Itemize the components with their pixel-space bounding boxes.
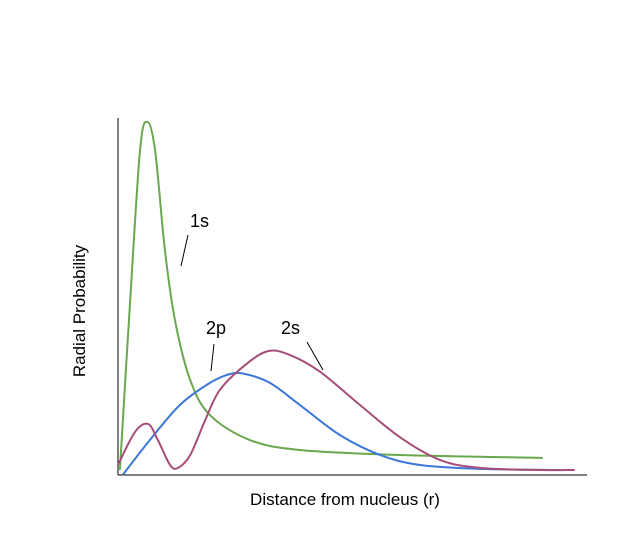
annotation-1s-pointer: [180, 234, 189, 267]
annotation-1s: 1s: [190, 211, 209, 231]
y-axis-label: Radial Probability: [70, 244, 89, 377]
x-axis-label: Distance from nucleus (r): [250, 490, 440, 509]
series-line-1s: [118, 120, 543, 471]
annotation-2p: 2p: [206, 318, 226, 338]
series-line-2s: [117, 349, 575, 472]
annotation-2s-pointer: [306, 341, 324, 371]
annotation-2p-pointer: [210, 343, 215, 372]
series-line-2p: [121, 371, 560, 476]
annotation-2s: 2s: [281, 318, 300, 338]
